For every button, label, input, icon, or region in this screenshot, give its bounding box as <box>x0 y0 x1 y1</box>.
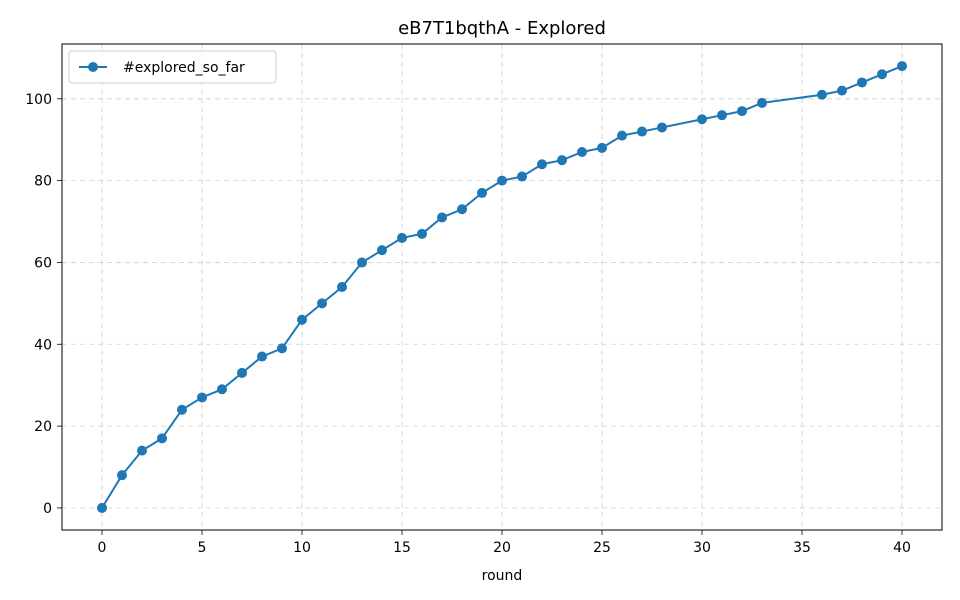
data-point <box>837 85 847 96</box>
data-point <box>717 110 727 121</box>
data-point <box>337 282 347 292</box>
data-point <box>297 314 307 325</box>
data-point <box>517 171 527 182</box>
legend-box <box>68 50 277 84</box>
data-point <box>117 470 127 481</box>
data-point <box>377 245 387 256</box>
legend-label: #explored_so_far <box>123 60 245 76</box>
y-tick-label: 0 <box>43 501 52 517</box>
data-point <box>97 502 107 513</box>
data-point <box>697 114 707 125</box>
data-point <box>597 142 607 153</box>
data-point <box>657 122 667 133</box>
data-point <box>877 69 887 80</box>
legend: #explored_so_far <box>68 50 277 84</box>
data-point <box>497 175 507 186</box>
x-axis-ticks: 0 5 10 15 20 25 30 35 40 <box>98 530 911 556</box>
data-point <box>357 257 367 268</box>
x-tick-label: 25 <box>593 540 611 556</box>
x-tick-label: 0 <box>98 540 107 556</box>
data-point <box>577 147 587 157</box>
grid <box>62 44 942 530</box>
x-tick-label: 15 <box>393 540 411 556</box>
y-tick-label: 60 <box>34 255 52 271</box>
data-point <box>897 61 907 72</box>
data-point <box>537 159 547 170</box>
data-point <box>197 392 207 403</box>
data-point <box>617 130 627 141</box>
data-point <box>457 204 467 215</box>
data-point <box>637 126 647 137</box>
x-tick-label: 35 <box>793 540 811 556</box>
y-tick-label: 100 <box>25 92 52 108</box>
data-point <box>317 298 327 309</box>
data-point <box>857 77 867 88</box>
data-point <box>177 404 187 415</box>
data-point <box>757 97 767 108</box>
y-tick-label: 20 <box>34 419 52 435</box>
data-point <box>137 445 147 456</box>
data-point <box>277 343 287 354</box>
series-layer <box>97 61 907 513</box>
plot-frame <box>61 43 943 531</box>
x-tick-label: 20 <box>493 540 511 556</box>
data-point <box>397 232 407 243</box>
legend-marker <box>88 62 98 72</box>
data-point <box>237 367 247 378</box>
data-point <box>217 384 227 395</box>
y-tick-label: 80 <box>34 174 52 190</box>
data-point <box>417 228 427 239</box>
x-tick-label: 5 <box>198 540 207 556</box>
x-tick-label: 10 <box>293 540 311 556</box>
data-point <box>257 351 267 362</box>
y-tick-label: 40 <box>34 337 52 353</box>
y-axis-ticks: 0 20 40 60 80 100 <box>25 92 62 517</box>
x-tick-label: 40 <box>893 540 911 556</box>
x-axis-label: round <box>482 568 523 584</box>
chart-title: eB7T1bqthA - Explored <box>398 18 606 39</box>
x-tick-label: 30 <box>693 540 711 556</box>
data-point <box>437 212 447 223</box>
data-point <box>557 155 567 166</box>
data-point <box>817 89 827 100</box>
data-point <box>477 187 487 198</box>
data-point <box>157 433 167 444</box>
data-point <box>737 106 747 117</box>
